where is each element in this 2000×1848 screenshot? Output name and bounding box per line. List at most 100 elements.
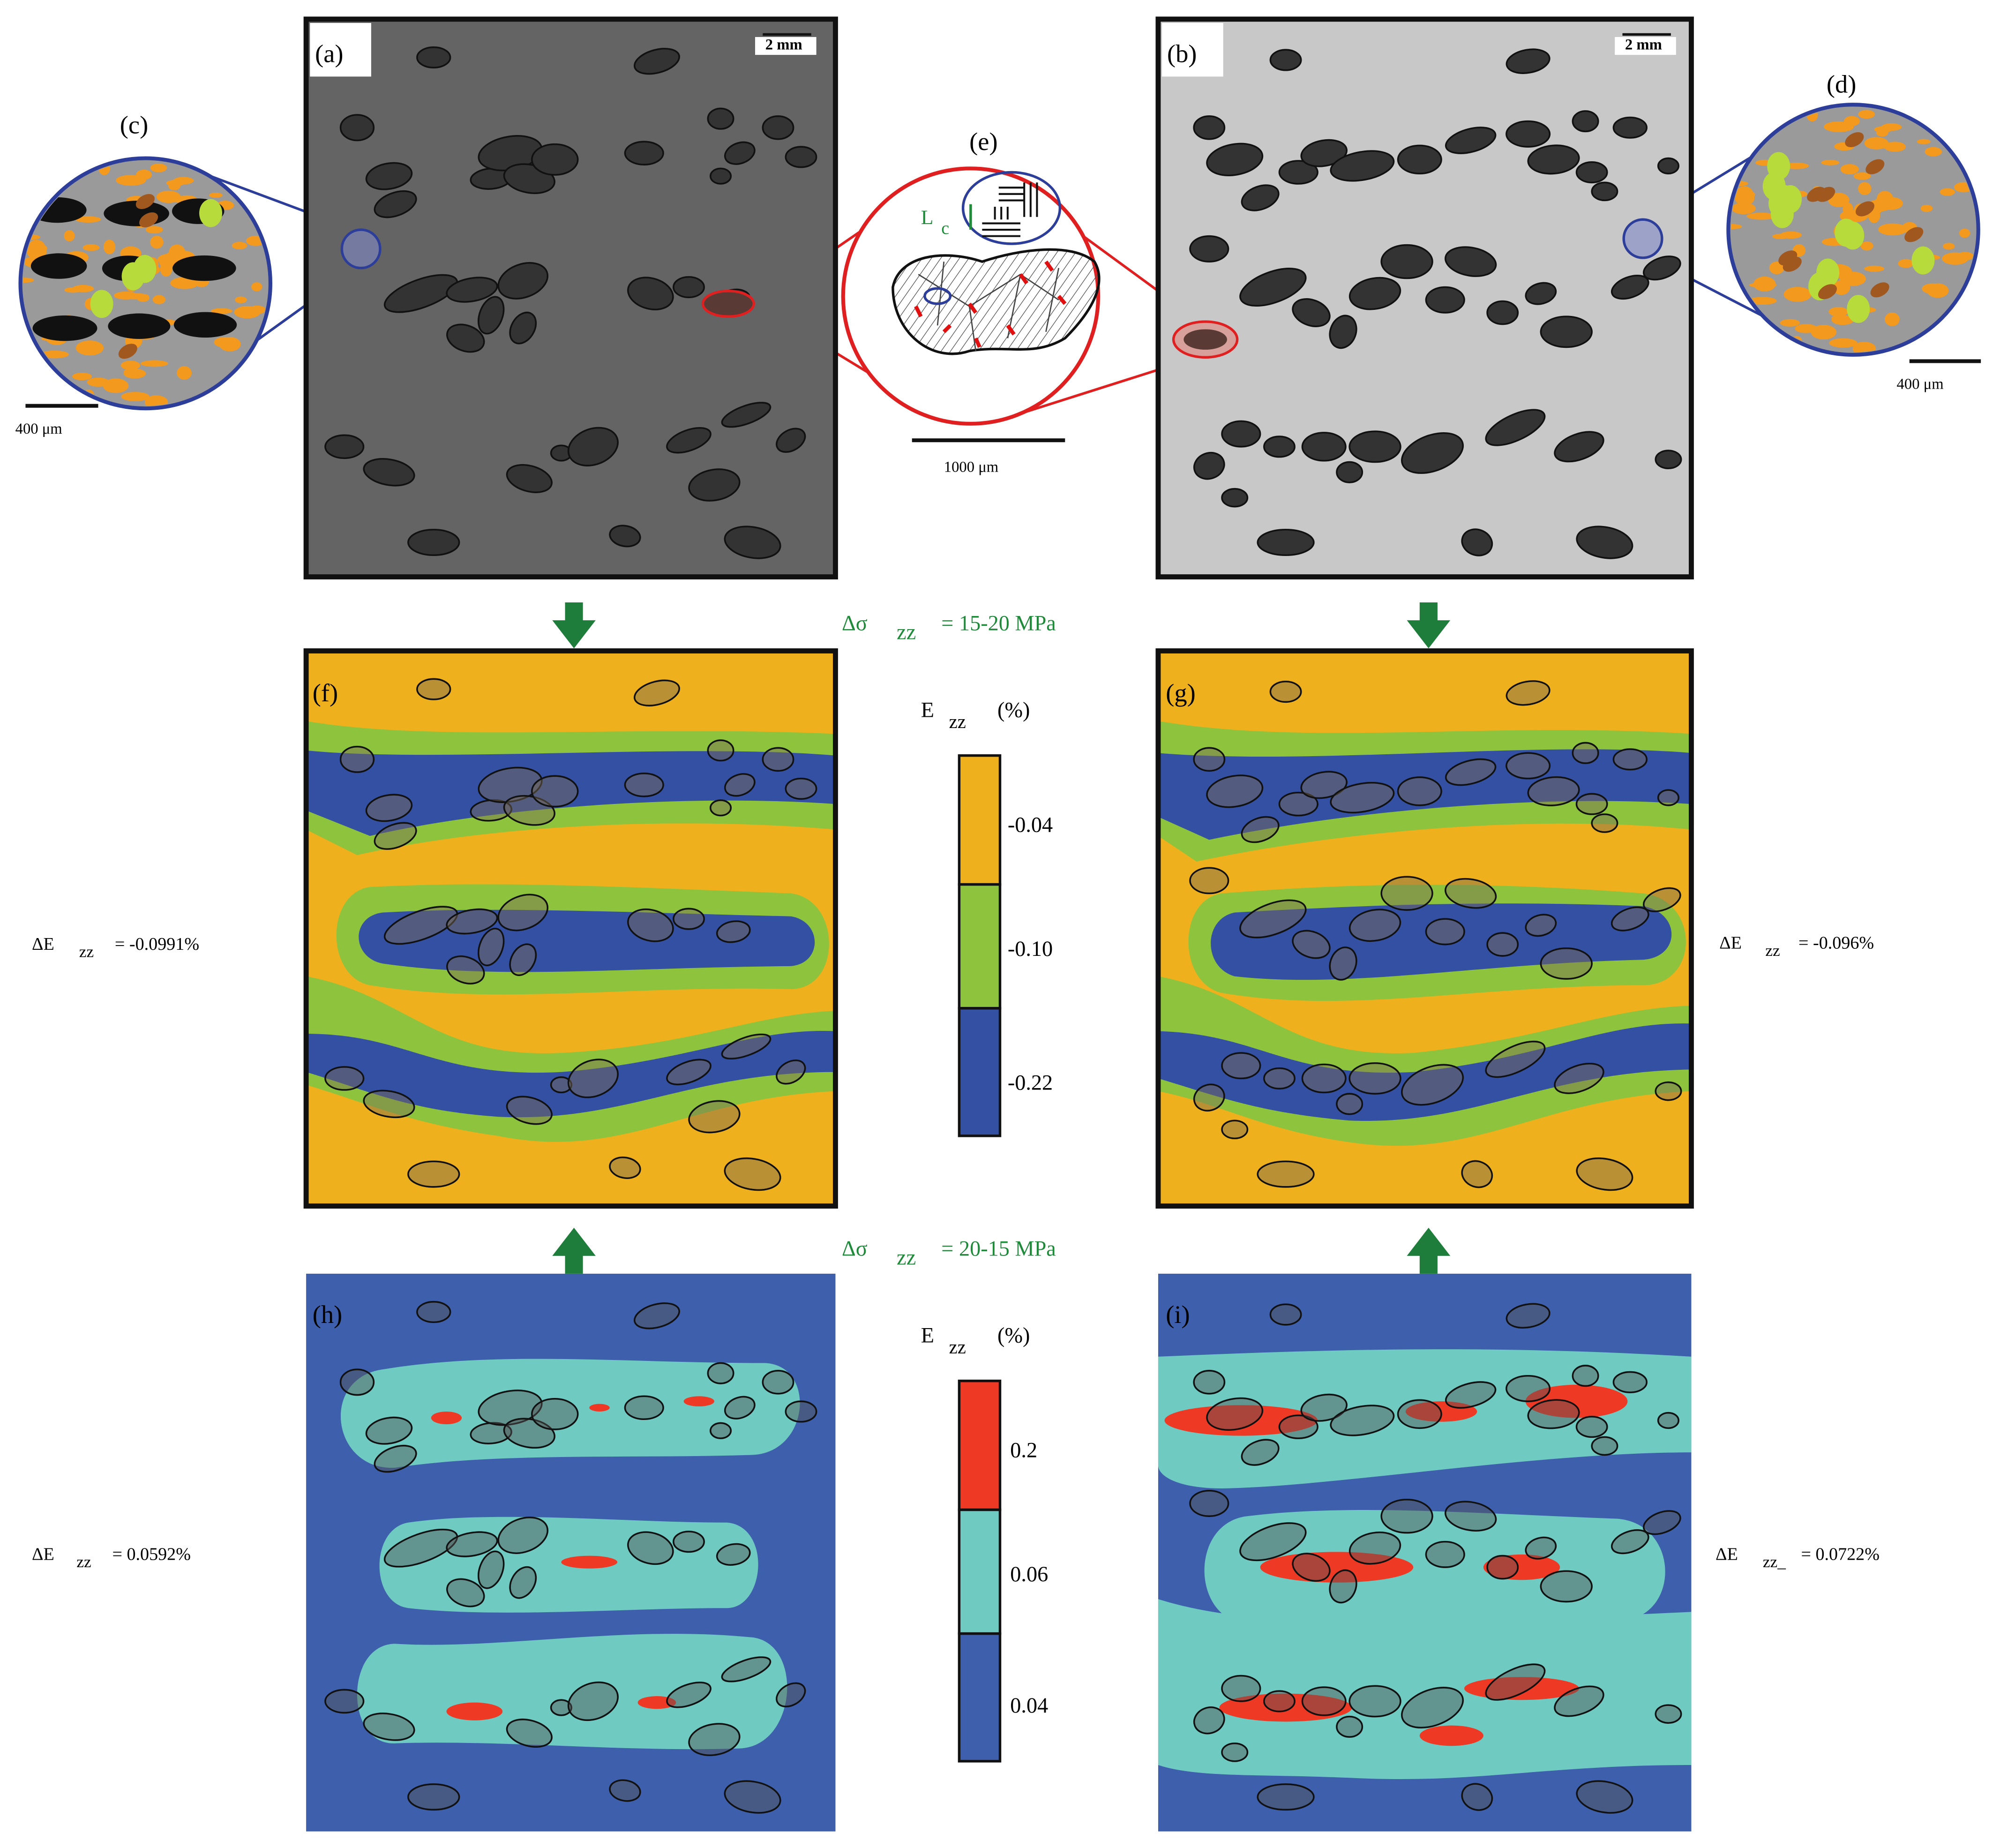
particle: [673, 276, 705, 299]
colorbar-label: -0.04: [1008, 813, 1053, 837]
colorbar-label: 0.2: [1010, 1439, 1037, 1463]
speckle: [103, 378, 129, 393]
particle: [416, 46, 451, 69]
speckle: [116, 175, 146, 186]
particle: [1576, 1780, 1633, 1814]
panel-label: (e): [969, 127, 997, 156]
strain-subscript: zz: [79, 942, 94, 961]
particle: [709, 167, 732, 185]
particle: [1380, 876, 1433, 911]
particle: [446, 277, 498, 303]
particle: [1301, 432, 1347, 462]
particle: [1300, 139, 1348, 167]
speckle: [1736, 186, 1753, 202]
panel-f: [306, 651, 836, 1206]
particle: [446, 1531, 498, 1557]
particle: [716, 920, 751, 943]
speckle: [40, 350, 69, 359]
particle: [776, 1682, 806, 1708]
particle: [478, 296, 505, 335]
particle: [1425, 286, 1465, 314]
scale-label: 400 μm: [1897, 376, 1944, 393]
speckle: [1731, 203, 1756, 215]
particle: [567, 1681, 619, 1721]
speckle: [169, 244, 186, 260]
particle: [339, 745, 375, 773]
particle: [724, 1780, 781, 1814]
speckle: [248, 305, 266, 314]
particle: [446, 955, 485, 984]
particle: [567, 1059, 619, 1098]
particle: [531, 1397, 579, 1430]
speckle: [1959, 228, 1970, 238]
strain-subscript: zz: [76, 1552, 91, 1571]
speckle: [1824, 121, 1854, 132]
particle: [1610, 1529, 1649, 1555]
speckle: [1829, 338, 1858, 348]
speckle: [1938, 331, 1956, 346]
grain: [139, 212, 158, 228]
speckle: [1864, 137, 1889, 150]
particle: [1655, 1081, 1682, 1101]
particle: [1485, 1040, 1546, 1078]
grain: [133, 255, 157, 283]
lc-symbol: L: [921, 206, 934, 229]
lc-subscript: c: [941, 218, 949, 238]
particle: [1461, 1160, 1493, 1188]
particle: [1612, 116, 1648, 139]
particle: [416, 1301, 451, 1323]
speckle: [150, 235, 164, 249]
particle: [446, 1578, 485, 1608]
particle: [1193, 451, 1225, 480]
particle: [624, 772, 664, 797]
colorbar-unit: (%): [997, 699, 1030, 722]
particle: [446, 908, 498, 935]
particle: [1348, 909, 1401, 942]
particle: [1348, 1531, 1401, 1565]
strain-symbol: ΔE: [32, 1544, 54, 1564]
particle: [407, 1160, 460, 1188]
particle: [1591, 1436, 1618, 1456]
particle: [1506, 752, 1551, 780]
particle: [1221, 1052, 1261, 1080]
particle: [1239, 899, 1307, 939]
particle: [1206, 143, 1264, 176]
panel-h: [306, 1273, 836, 1832]
particle: [1397, 776, 1442, 806]
speckle: [1828, 193, 1850, 207]
grain: [118, 344, 137, 359]
strain-subscript: zz: [1765, 941, 1780, 960]
grain: [1816, 258, 1840, 287]
panel-i: [1158, 1273, 1692, 1832]
grain: [1847, 294, 1870, 323]
speckle: [1840, 164, 1859, 175]
particle: [1241, 184, 1280, 211]
colorbar-subscript: zz: [949, 1337, 966, 1358]
particle: [1330, 150, 1395, 182]
particle: [374, 822, 417, 850]
particle: [1610, 274, 1649, 300]
particle: [1486, 932, 1519, 957]
particle: [1445, 1501, 1497, 1532]
strain-subscript: zz_: [1763, 1552, 1786, 1571]
particle: [531, 775, 579, 808]
particle: [1525, 1536, 1557, 1560]
grain: [199, 199, 223, 227]
load-value: = 20-15 MPa: [941, 1237, 1056, 1261]
colorbar-label: 0.06: [1010, 1563, 1048, 1586]
particle: [1336, 1715, 1363, 1738]
grain: [135, 194, 155, 209]
grain: [1855, 201, 1875, 217]
particle: [365, 794, 413, 822]
particle: [1278, 1414, 1318, 1439]
speckle: [1764, 344, 1783, 352]
particle: [1241, 816, 1280, 843]
particle: [509, 1566, 537, 1599]
particle: [776, 428, 806, 453]
particle: [509, 311, 537, 345]
speckle: [28, 240, 45, 255]
speckle: [160, 261, 172, 277]
particle: [1269, 680, 1302, 703]
particle: [363, 1089, 415, 1119]
